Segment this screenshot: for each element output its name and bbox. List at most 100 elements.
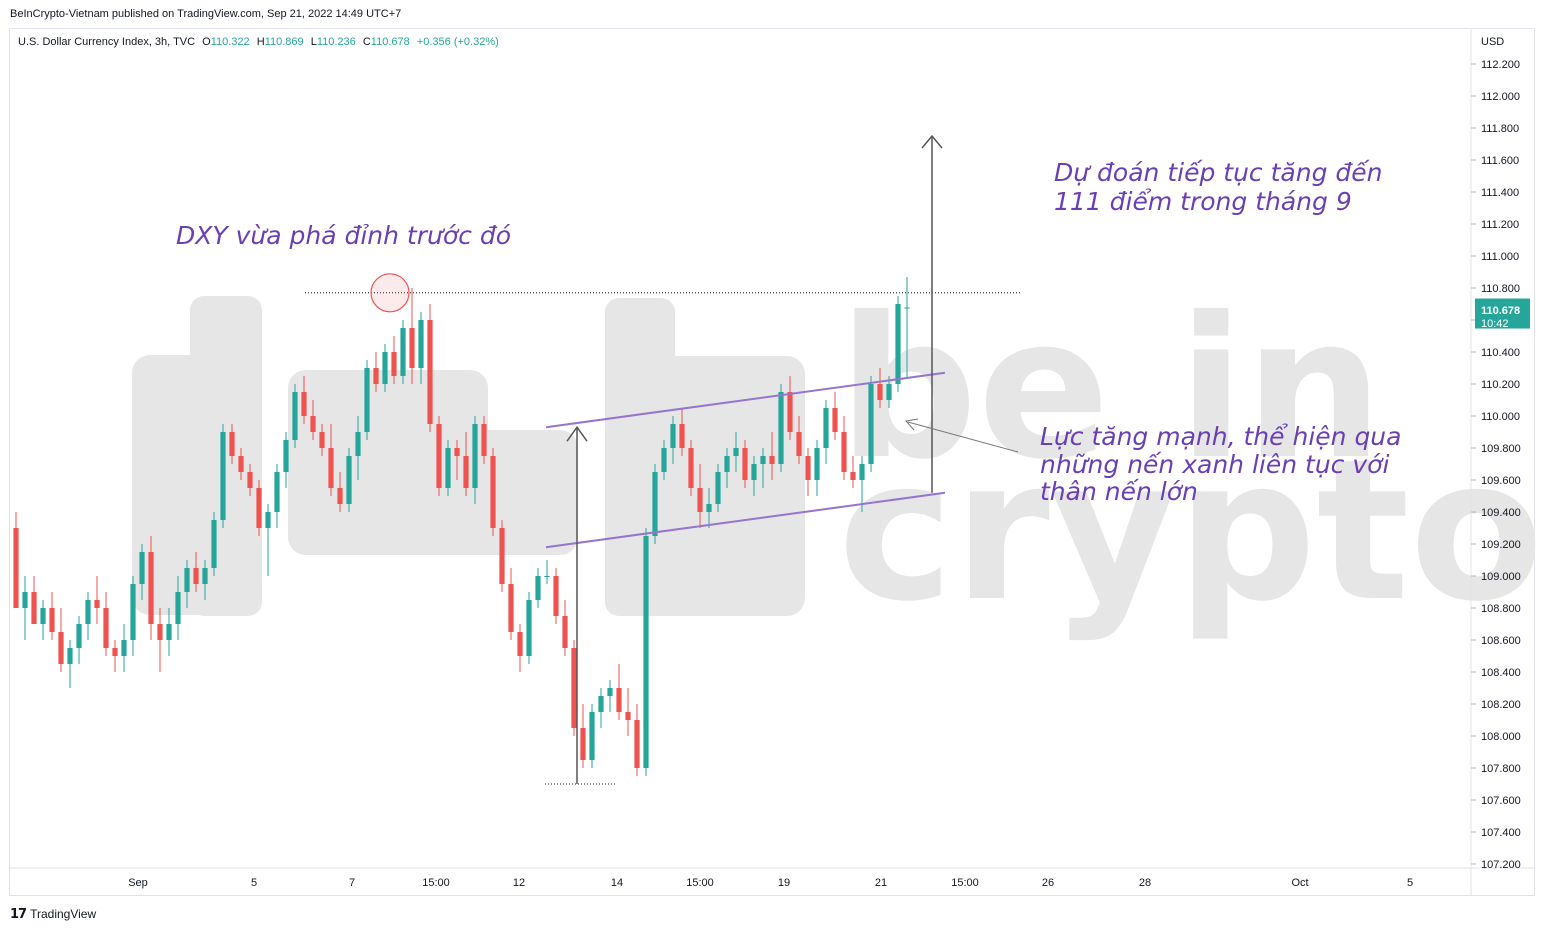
watermark-line2: crypto (838, 417, 1544, 644)
candle (562, 600, 568, 656)
candle (535, 568, 541, 608)
candle (679, 408, 685, 456)
candle (238, 448, 244, 480)
y-tick-label: 112.200 (1481, 59, 1520, 71)
currency-label: USD (1481, 36, 1504, 48)
candle (841, 416, 847, 480)
candle (139, 544, 145, 600)
low-value: 110.236 (316, 36, 356, 48)
candle (184, 560, 190, 608)
channel-upper-line (545, 371, 946, 429)
x-tick-label: 15:00 (951, 877, 979, 889)
candle (67, 640, 73, 688)
last-price-countdown: 10:42 (1481, 318, 1509, 330)
x-tick-label: 14 (611, 877, 623, 889)
annotations: DXY vừa phá đỉnh trước đó Dự đoán tiếp t… (176, 158, 1401, 506)
y-tick-label: 109.200 (1481, 539, 1521, 551)
candle (445, 440, 451, 496)
candle (778, 384, 784, 472)
candle (742, 440, 748, 488)
candle (346, 448, 352, 512)
y-tick-label: 110.400 (1481, 347, 1520, 359)
symbol-name[interactable]: U.S. Dollar Currency Index, 3h, TVC (18, 36, 196, 48)
annotation-breakout: DXY vừa phá đỉnh trước đó (176, 221, 511, 250)
annotation-momentum-3: thân nến lớn (1040, 477, 1198, 506)
x-tick-label: 5 (1407, 877, 1413, 889)
candle (832, 392, 838, 440)
candles (13, 276, 910, 776)
candle (382, 344, 388, 392)
candle (517, 624, 523, 672)
y-tick-label: 109.400 (1481, 507, 1521, 519)
candle (76, 616, 82, 664)
open-value: 110.322 (210, 36, 250, 48)
candle (85, 592, 91, 640)
footer-brand[interactable]: TradingView (30, 907, 97, 921)
last-price-badge: 110.678 10:42 (1475, 298, 1530, 330)
candle (274, 464, 280, 528)
candle (229, 424, 235, 464)
candle (319, 424, 325, 456)
candle (283, 432, 289, 488)
candle (391, 336, 397, 384)
x-tick-label: Oct (1291, 877, 1308, 889)
candle (814, 440, 820, 496)
candle (211, 512, 217, 576)
pointer-line (907, 421, 1019, 453)
projection-arrowhead (921, 134, 943, 149)
candle (175, 576, 181, 640)
candle (121, 624, 127, 672)
high-value: 110.869 (264, 36, 304, 48)
candle (355, 416, 361, 480)
x-tick-label: 5 (251, 877, 257, 889)
last-price-value: 110.678 (1481, 305, 1520, 317)
annotation-momentum-2: những nến xanh liên tục với (1040, 450, 1389, 479)
candle (634, 704, 640, 776)
candle (526, 592, 532, 664)
candle (373, 352, 379, 392)
y-tick-label: 109.000 (1481, 571, 1521, 583)
close-value: 110.678 (370, 36, 410, 48)
candle (733, 432, 739, 472)
candle (652, 464, 658, 544)
candle (625, 688, 631, 736)
x-tick-label: 15:00 (422, 877, 450, 889)
candle (670, 416, 676, 464)
candle (850, 456, 856, 488)
candle (868, 376, 874, 472)
candle (472, 416, 478, 504)
candle (607, 680, 613, 712)
pointer-arrowhead (905, 418, 919, 431)
candle (112, 640, 118, 672)
candle (463, 432, 469, 496)
candle (499, 520, 505, 592)
y-tick-label: 111.000 (1481, 251, 1519, 263)
candle (616, 664, 622, 720)
annotation-target-1: Dự đoán tiếp tục tăng đến (1054, 158, 1382, 187)
candle (643, 528, 649, 776)
candle (40, 600, 46, 640)
candle (823, 400, 829, 464)
change-value: +0.356 (+0.32%) (416, 36, 499, 48)
x-axis[interactable]: Sep 5 7 15:00 12 14 15:00 19 21 15:00 26 28 Oct 5 (128, 877, 1413, 889)
candle (481, 416, 487, 464)
annotation-target-2: 111 điểm trong tháng 9 (1054, 187, 1352, 216)
candle (877, 368, 883, 408)
beincrypto-watermark: be in crypto (132, 275, 1544, 644)
high-label: H (256, 36, 265, 48)
candle (58, 608, 64, 672)
x-tick-label: 15:00 (686, 877, 714, 889)
candle (787, 376, 793, 440)
candle (904, 276, 910, 379)
y-axis[interactable]: 112.200 112.000 111.800 111.600 111.400 111.2… (1471, 59, 1521, 871)
tradingview-logo-icon: 𝟭𝟳 (10, 906, 27, 921)
y-tick-label: 108.400 (1481, 667, 1521, 679)
candle (13, 512, 19, 608)
y-tick-label: 107.600 (1481, 795, 1521, 807)
candle (508, 568, 514, 640)
y-tick-label: 109.800 (1481, 443, 1521, 455)
candle (202, 560, 208, 600)
close-label: C (362, 36, 371, 48)
candle (265, 504, 271, 576)
